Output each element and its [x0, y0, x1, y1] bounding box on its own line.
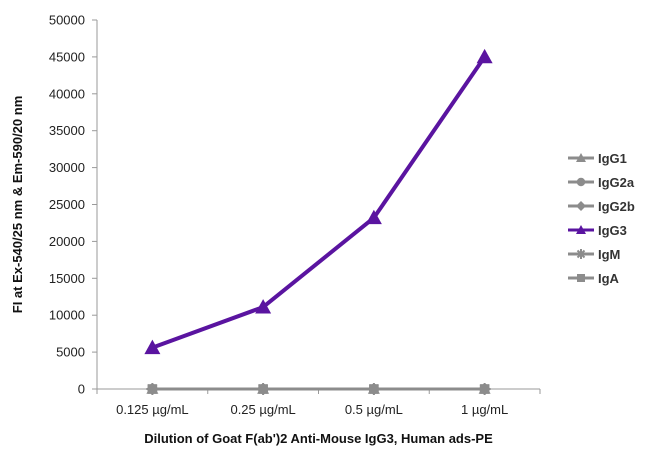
- x-axis-ticks: 0.125 µg/mL 0.25 µg/mL 0.5 µg/mL 1 µg/mL: [96, 389, 541, 417]
- legend-item-igg1: IgG1: [568, 151, 627, 166]
- x-tick-label: 0.5 µg/mL: [345, 402, 403, 417]
- series-line: [151, 55, 487, 350]
- legend-item-iga: IgA: [568, 271, 620, 286]
- y-tick-label: 40000: [49, 86, 85, 101]
- y-tick-label: 30000: [49, 160, 85, 175]
- y-tick-label: 35000: [49, 123, 85, 138]
- y-tick-label: 25000: [49, 197, 85, 212]
- y-tick-label: 5000: [56, 345, 85, 360]
- x-axis-title: Dilution of Goat F(ab')2 Anti-Mouse IgG3…: [144, 431, 493, 446]
- data-point: [365, 209, 382, 225]
- y-tick-label: 20000: [49, 234, 85, 249]
- data-point: [255, 299, 272, 314]
- legend-marker: [577, 274, 585, 282]
- legend-label: IgG2a: [598, 175, 635, 190]
- legend-item-igg2b: IgG2b: [568, 199, 635, 214]
- legend-item-igg3: IgG3: [568, 223, 627, 238]
- series-layer: [144, 48, 493, 395]
- data-point: [476, 48, 493, 64]
- legend-label: IgG1: [598, 151, 627, 166]
- legend-item-igg2a: IgG2a: [568, 175, 635, 190]
- series-igg3: [144, 48, 493, 355]
- x-tick-label: 0.125 µg/mL: [116, 402, 189, 417]
- legend-label: IgA: [598, 271, 620, 286]
- legend-marker: [576, 153, 586, 162]
- legend-marker: [576, 201, 586, 211]
- data-point: [258, 384, 268, 394]
- data-point: [369, 384, 379, 394]
- y-tick-label: 45000: [49, 49, 85, 64]
- y-tick-label: 15000: [49, 271, 85, 286]
- y-axis-ticks: 0 5000 10000 15000 20000 25000 30000 35000 40000…: [49, 13, 97, 397]
- y-tick-label: 10000: [49, 308, 85, 323]
- legend-label: IgG2b: [598, 199, 635, 214]
- legend-marker: [576, 177, 586, 187]
- y-axis-title: FI at Ex-540/25 nm & Em-590/20 nm: [10, 96, 25, 313]
- plot-area: 0 5000 10000 15000 20000 25000 30000 35000 40000…: [49, 13, 541, 417]
- y-tick-label: 50000: [49, 13, 85, 28]
- series-iga: [147, 384, 490, 394]
- legend-marker: [576, 225, 586, 234]
- legend-label: IgM: [598, 247, 620, 262]
- legend-marker: [576, 249, 586, 259]
- legend-item-igm: IgM: [568, 247, 620, 262]
- data-point: [144, 339, 161, 355]
- legend: IgG1 IgG2a IgG2b IgG3 IgM IgA: [568, 151, 635, 286]
- x-tick-label: 0.25 µg/mL: [230, 402, 295, 417]
- y-tick-label: 0: [78, 382, 85, 397]
- data-point: [147, 384, 158, 394]
- legend-label: IgG3: [598, 223, 627, 238]
- x-tick-label: 1 µg/mL: [461, 402, 508, 417]
- data-point: [479, 384, 490, 394]
